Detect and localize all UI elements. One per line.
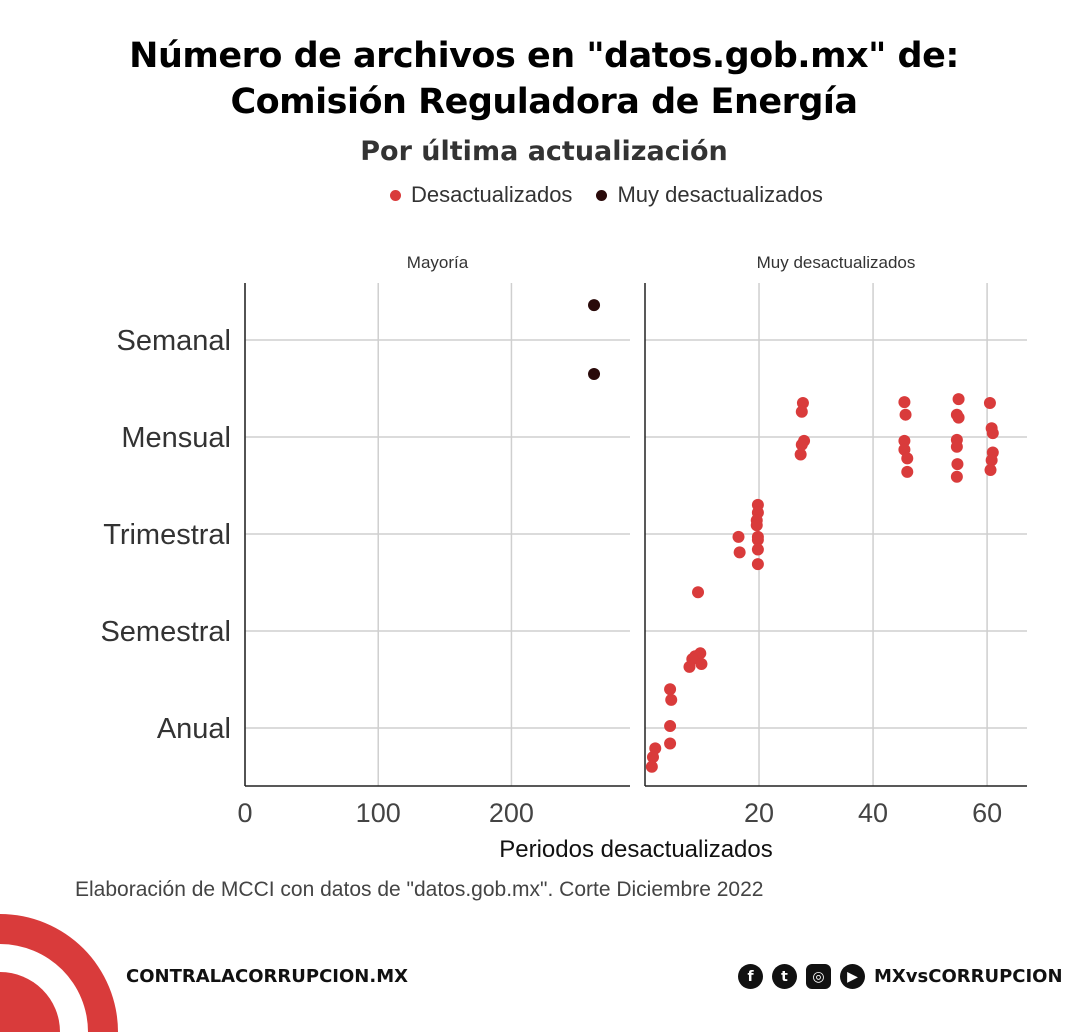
x-tick-label: 100 bbox=[356, 798, 401, 828]
data-point bbox=[898, 434, 911, 447]
legend-marker-muy-desactualizados bbox=[596, 189, 608, 201]
data-point bbox=[794, 448, 807, 461]
x-tick-label: 60 bbox=[972, 798, 1002, 828]
twitter-icon[interactable]: t bbox=[772, 964, 797, 989]
data-point bbox=[796, 397, 809, 410]
data-point bbox=[898, 396, 911, 409]
instagram-icon[interactable]: ◎ bbox=[806, 964, 831, 989]
data-point bbox=[588, 367, 601, 380]
caption: Elaboración de MCCI con datos de "datos.… bbox=[75, 878, 764, 901]
legend-label-muy-desactualizados: Muy desactualizados bbox=[617, 182, 823, 207]
data-point bbox=[733, 546, 746, 559]
data-point bbox=[950, 470, 963, 483]
y-tick-label: Mensual bbox=[121, 422, 231, 454]
site-url[interactable]: CONTRALACORRUPCION.MX bbox=[126, 966, 408, 987]
data-point bbox=[795, 438, 808, 451]
data-point bbox=[951, 458, 964, 471]
data-point bbox=[732, 530, 745, 543]
x-tick-label: 0 bbox=[237, 798, 252, 828]
data-point bbox=[985, 454, 998, 467]
data-point bbox=[683, 660, 696, 673]
data-point bbox=[751, 543, 764, 556]
data-point bbox=[901, 452, 914, 465]
social-handle[interactable]: MXvsCORRUPCION bbox=[874, 966, 1063, 987]
data-point bbox=[664, 737, 677, 750]
data-point bbox=[983, 397, 996, 410]
data-point bbox=[695, 657, 708, 670]
youtube-icon[interactable]: ▶ bbox=[840, 964, 865, 989]
data-point bbox=[952, 411, 965, 424]
scatter-plot: 0 100 200 Mayoría 20 40 60 Muy desactualizados A… bbox=[100, 253, 1027, 863]
facebook-icon[interactable]: f bbox=[738, 964, 763, 989]
data-point bbox=[901, 465, 914, 478]
chart-title-line-1: Número de archivos en "datos.gob.mx" de: bbox=[129, 36, 959, 76]
data-point bbox=[795, 405, 808, 418]
chart-title-line-2: Comisión Reguladora de Energía bbox=[230, 82, 858, 122]
data-point bbox=[986, 427, 999, 440]
x-axis-label: Periodos desactualizados bbox=[499, 836, 773, 863]
data-point bbox=[692, 586, 705, 599]
data-point bbox=[646, 751, 659, 764]
panel-title: Mayoría bbox=[407, 253, 469, 272]
x-tick-label: 40 bbox=[858, 798, 888, 828]
data-point bbox=[950, 440, 963, 453]
data-point bbox=[899, 408, 912, 421]
data-point bbox=[984, 463, 997, 476]
brand-logo bbox=[0, 914, 118, 1032]
y-tick-label: Semanal bbox=[117, 325, 231, 357]
data-point bbox=[665, 693, 678, 706]
data-point bbox=[750, 519, 763, 532]
x-tick-label: 200 bbox=[489, 798, 534, 828]
data-point bbox=[952, 393, 965, 406]
y-tick-label: Anual bbox=[157, 713, 231, 745]
data-point bbox=[664, 720, 677, 733]
data-point bbox=[645, 760, 658, 773]
social-links: f t ◎ ▶ MXvsCORRUPCION bbox=[738, 964, 1063, 989]
data-point bbox=[751, 558, 764, 571]
x-tick-label: 20 bbox=[744, 798, 774, 828]
data-point bbox=[588, 299, 601, 312]
y-tick-label: Trimestral bbox=[103, 519, 231, 551]
legend: Desactualizados Muy desactualizados bbox=[390, 182, 823, 208]
data-point bbox=[751, 533, 764, 546]
data-point bbox=[664, 683, 677, 696]
legend-label-desactualizados: Desactualizados bbox=[411, 182, 573, 207]
legend-marker-desactualizados bbox=[390, 189, 401, 201]
panel-title: Muy desactualizados bbox=[757, 253, 916, 272]
y-tick-label: Semestral bbox=[100, 616, 231, 648]
chart-subtitle: Por última actualización bbox=[360, 136, 728, 167]
